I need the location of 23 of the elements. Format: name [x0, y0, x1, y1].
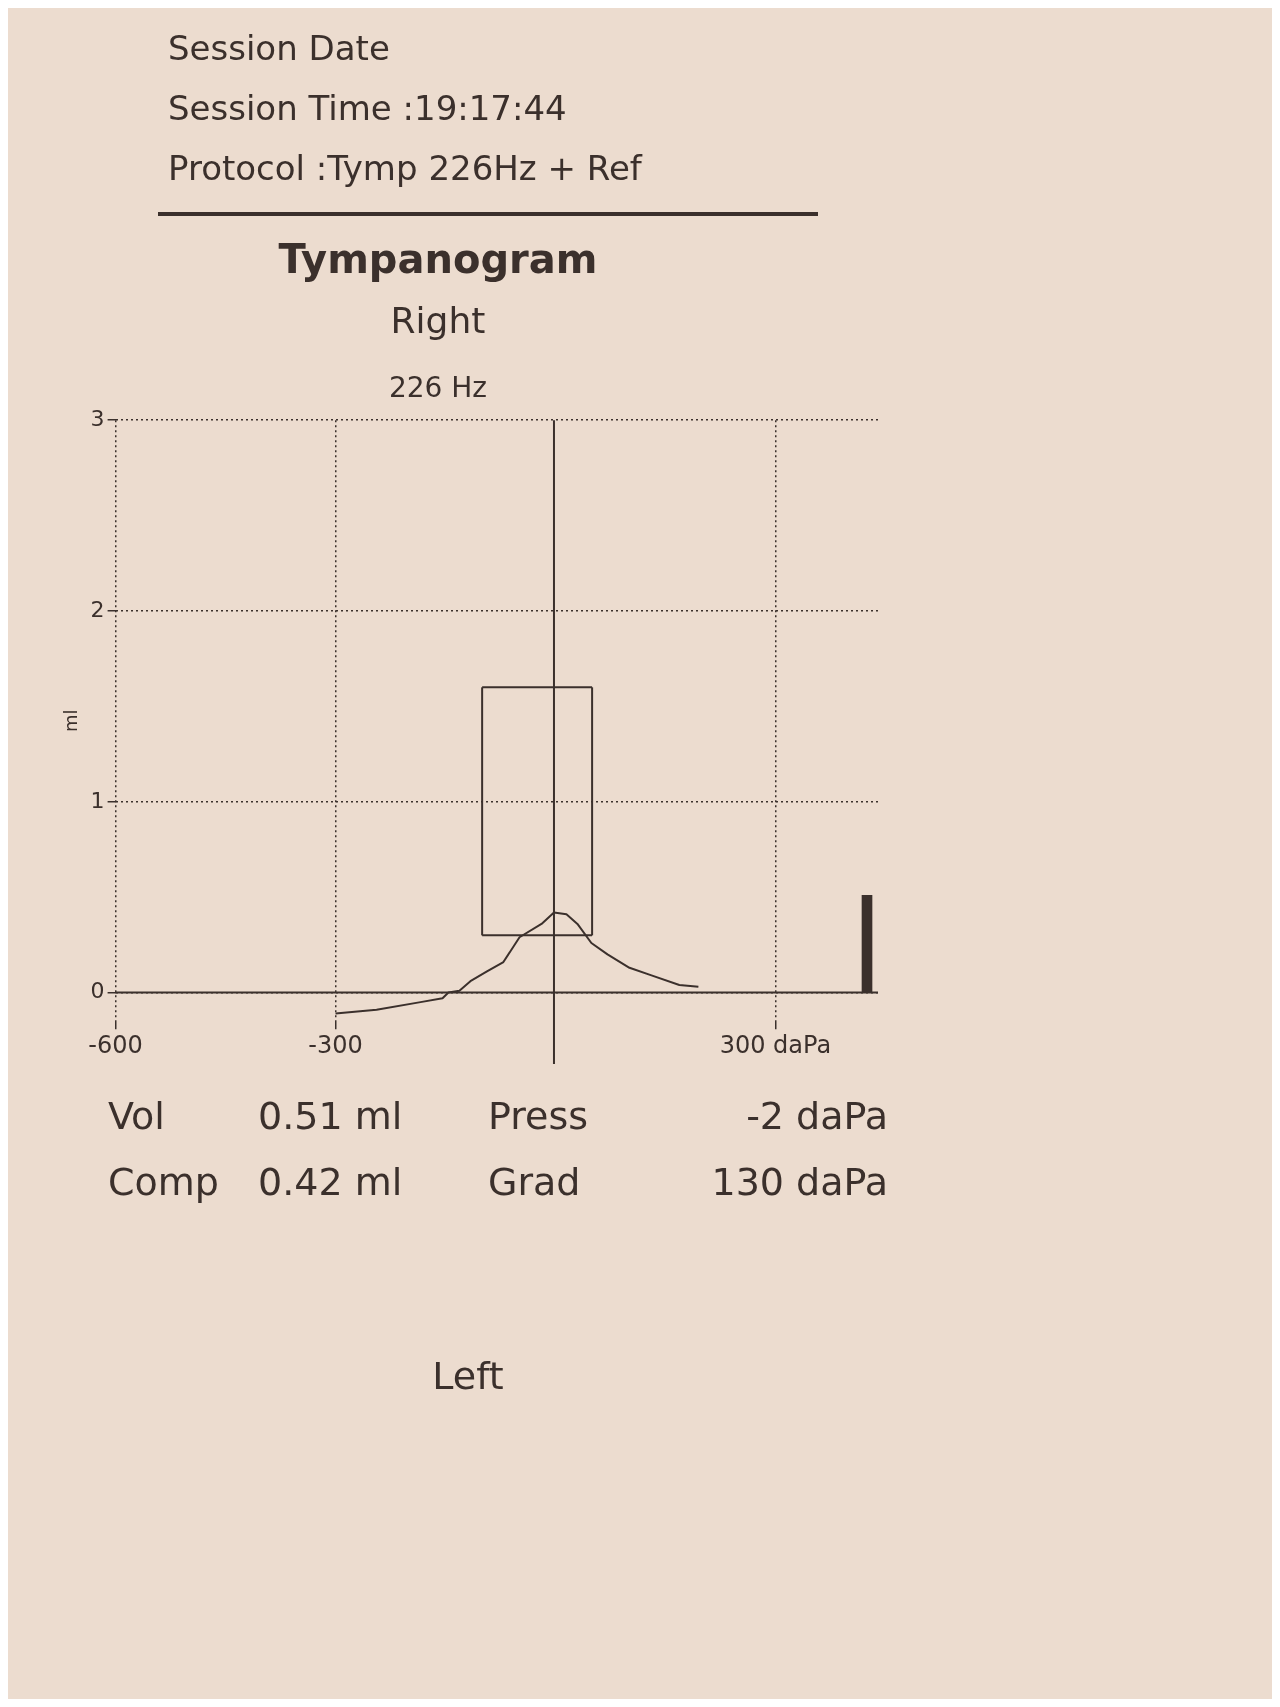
text: Comp [108, 1160, 220, 1204]
y-axis-title: ml [60, 709, 82, 732]
text: Left [431, 1354, 505, 1398]
text: Press [488, 1094, 589, 1138]
text: Session Time :19:17:44 [168, 87, 568, 130]
y-tick-label: 0 [90, 978, 105, 1004]
y-tick-label: 3 [90, 405, 105, 431]
text: 130 daPa [710, 1160, 888, 1204]
text: 226 Hz [387, 371, 489, 404]
x-tick-label: -600 [88, 1030, 143, 1059]
x-tick-label: -300 [308, 1030, 363, 1059]
text: Grad [488, 1160, 582, 1204]
y-tick-label: 1 [90, 787, 105, 813]
y-tick-label: 2 [90, 596, 105, 622]
text: Protocol :Tymp 226Hz + Ref [168, 147, 644, 190]
text: 0.51 ml [258, 1094, 404, 1138]
text: -2 daPa [745, 1094, 888, 1138]
chart-title: Tympanogram [277, 236, 599, 282]
text: Session Date [168, 27, 391, 70]
chart-subtitle: Right [389, 300, 487, 341]
text: 0.42 ml [258, 1160, 404, 1204]
text: Vol [108, 1094, 166, 1138]
x-tick-label: 300 daPa [719, 1030, 832, 1059]
